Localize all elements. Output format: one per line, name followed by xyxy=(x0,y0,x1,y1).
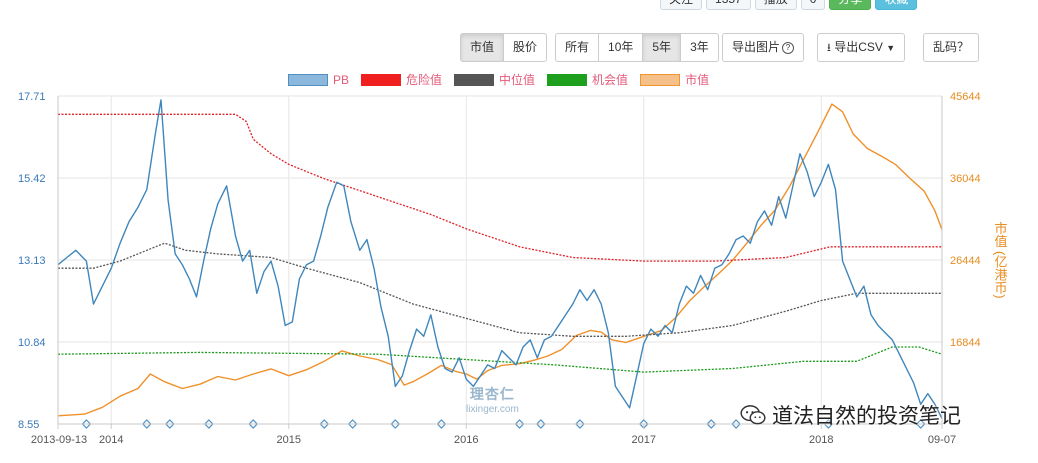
lixinger-watermark-en: lixinger.com xyxy=(466,404,519,415)
y-left-tick-label: 15.42 xyxy=(18,173,46,185)
x-tick-label: 2018 xyxy=(809,434,833,446)
market-cap-line xyxy=(57,103,943,417)
legend-item-opportunity[interactable]: 机会值 xyxy=(547,71,628,88)
legend-label-pb: PB xyxy=(333,72,350,87)
legend-item-market-cap[interactable]: 市值 xyxy=(640,71,709,88)
range-all-button[interactable]: 所有 xyxy=(555,33,600,62)
help-circle-icon: ? xyxy=(782,42,795,54)
x-tick-label: 2013-09-13 xyxy=(31,434,87,446)
y-right-tick-label: 16844 xyxy=(950,337,981,349)
stock-price-button[interactable]: 股价 xyxy=(503,33,548,62)
danger-line xyxy=(58,113,942,262)
metric-toggle-group: 市值 股价 xyxy=(460,33,548,62)
follow-count: 1357 xyxy=(706,0,751,10)
wechat-icon xyxy=(740,405,766,425)
favorite-button[interactable]: 收藏 xyxy=(875,0,918,10)
legend-label-market-cap: 市值 xyxy=(685,73,710,87)
export-csv-label: 导出CSV xyxy=(834,40,883,54)
y-left-tick-label: 13.13 xyxy=(18,255,46,267)
median-line xyxy=(58,242,942,337)
play-count: 0 xyxy=(800,0,826,10)
x-tick-label: 09-07 xyxy=(928,434,956,446)
legend-item-pb[interactable]: PB xyxy=(288,73,349,87)
x-tick-label: 2015 xyxy=(277,434,301,446)
range-toggle-group: 所有 10年 5年 3年 xyxy=(555,33,719,62)
y-left-tick-label: 8.55 xyxy=(18,419,39,431)
chart-legend: PB 危险值 中位值 机会值 市值 xyxy=(288,71,709,88)
export-image-group: 导出图片? xyxy=(722,33,805,62)
legend-label-danger: 危险值 xyxy=(406,73,443,87)
opportunity-line xyxy=(57,346,943,373)
pb-line xyxy=(57,99,943,419)
x-tick-label: 2014 xyxy=(99,434,123,446)
legend-swatch-danger xyxy=(361,73,402,86)
export-csv-group: ⭳ 导出CSV ▼ xyxy=(817,33,906,62)
follow-label: 关注 xyxy=(660,0,703,10)
lixinger-watermark-cn: 理杏仁 xyxy=(469,386,515,402)
legend-swatch-opportunity xyxy=(547,73,588,86)
export-image-label: 导出图片 xyxy=(732,40,781,54)
y-right-axis-label: 市值 (亿港币) xyxy=(993,221,1008,299)
export-image-button[interactable]: 导出图片? xyxy=(722,33,805,62)
y-right-tick-label: 26444 xyxy=(950,255,981,267)
garbled-group: 乱码？ xyxy=(923,33,980,62)
legend-swatch-market-cap xyxy=(640,73,681,86)
legend-swatch-pb xyxy=(288,73,328,86)
download-icon: ⭳ xyxy=(827,42,831,54)
x-tick-label: 2017 xyxy=(632,434,656,446)
y-left-tick-label: 10.84 xyxy=(18,337,46,349)
top-controls: 关注 1357 播放 0 分享 收藏 xyxy=(660,0,918,12)
legend-label-median: 中位值 xyxy=(499,73,536,87)
range-3y-button[interactable]: 3年 xyxy=(680,33,719,62)
y-left-tick-label: 17.71 xyxy=(18,91,46,103)
play-label: 播放 xyxy=(754,0,797,10)
wechat-watermark: 道法自然的投资笔记 xyxy=(740,400,961,430)
garbled-help-button[interactable]: 乱码？ xyxy=(923,33,980,62)
range-5y-button[interactable]: 5年 xyxy=(642,33,682,62)
x-tick-label: 2016 xyxy=(454,434,478,446)
legend-swatch-median xyxy=(454,73,495,86)
wechat-account-name: 道法自然的投资笔记 xyxy=(772,405,961,428)
range-10y-button[interactable]: 10年 xyxy=(598,33,644,62)
y-right-tick-label: 45644 xyxy=(950,91,981,103)
y-right-tick-label: 36044 xyxy=(950,173,981,185)
legend-item-median[interactable]: 中位值 xyxy=(454,71,535,88)
legend-label-opportunity: 机会值 xyxy=(592,73,629,87)
lixinger-watermark: 理杏仁 lixinger.com xyxy=(466,384,519,415)
legend-item-danger[interactable]: 危险值 xyxy=(361,71,442,88)
caret-down-icon: ▼ xyxy=(886,43,896,53)
export-csv-button[interactable]: ⭳ 导出CSV ▼ xyxy=(817,33,906,62)
share-button[interactable]: 分享 xyxy=(829,0,872,10)
